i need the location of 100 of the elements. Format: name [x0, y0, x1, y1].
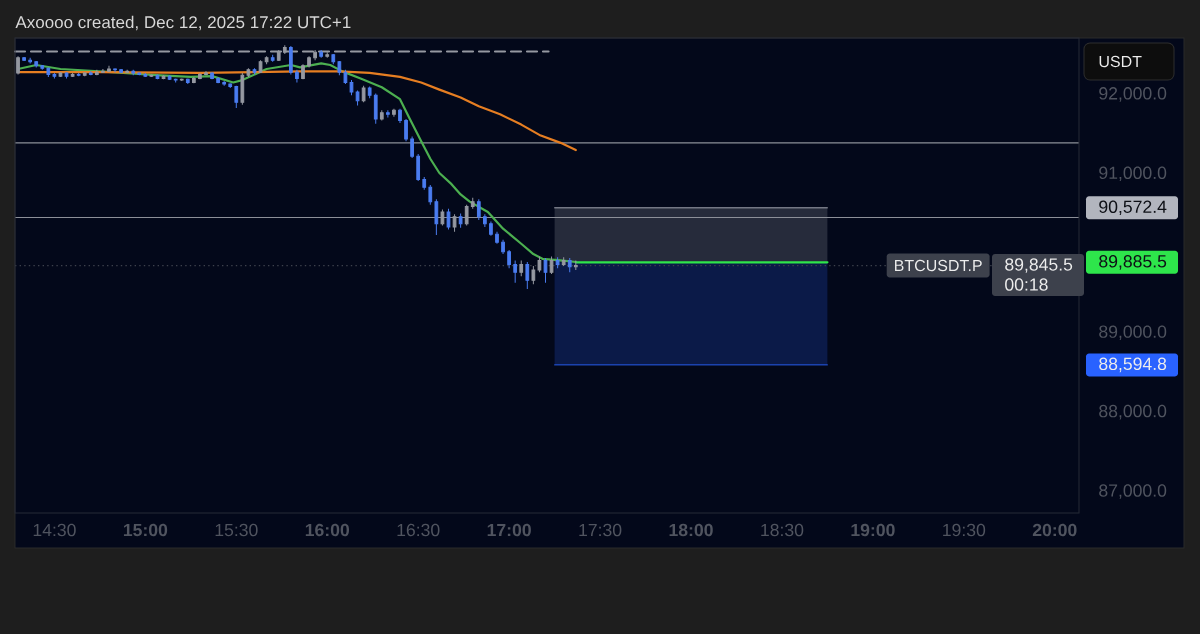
candlestick: [543, 257, 548, 284]
candlestick: [513, 259, 518, 284]
candlestick: [52, 72, 57, 80]
candlestick: [252, 67, 257, 76]
candlestick: [343, 69, 348, 85]
candlestick: [58, 71, 63, 78]
candlestick: [82, 71, 87, 77]
candlestick: [258, 59, 263, 74]
x-tick-label: 17:00: [487, 523, 531, 537]
candlestick: [307, 55, 311, 68]
candlestick: [88, 70, 93, 76]
y-tick-label: 91,000.0: [1099, 166, 1167, 182]
y-tick-label: 88,000.0: [1099, 404, 1167, 420]
candlestick: [398, 108, 402, 124]
x-tick-label: 16:00: [305, 523, 350, 537]
candlestick: [185, 78, 190, 85]
candlestick: [549, 255, 554, 275]
candlestick: [525, 261, 530, 290]
candlestick: [228, 82, 233, 89]
candlestick: [216, 76, 220, 84]
candlestick: [64, 71, 69, 80]
candlestick: [573, 259, 578, 271]
x-tick-label: 20:00: [1032, 523, 1077, 537]
candlestick: [561, 256, 566, 267]
candlestick: [264, 55, 269, 65]
x-tick-label: 15:00: [123, 523, 168, 537]
candlestick: [70, 72, 75, 78]
candlestick: [76, 72, 81, 77]
candlestick: [410, 136, 414, 159]
y-tick-label: 88,594.8: [1099, 357, 1167, 373]
candlestick: [155, 74, 160, 80]
annotation: 00:18: [1005, 278, 1048, 291]
candlestick: [16, 55, 20, 76]
y-tick-label: 90,572.4: [1099, 200, 1167, 216]
candlestick: [386, 109, 390, 118]
candlestick: [204, 70, 208, 76]
candlestick: [373, 93, 378, 125]
x-tick-label: 18:30: [761, 523, 804, 537]
candlestick: [337, 60, 342, 76]
candlestick: [507, 249, 511, 269]
candlestick: [301, 63, 305, 80]
x-tick-label: 17:30: [579, 523, 622, 537]
candlestick: [131, 69, 136, 76]
candlestick: [495, 231, 499, 245]
candlestick: [319, 49, 324, 59]
candlestick: [483, 213, 487, 228]
candlestick: [567, 257, 572, 273]
candlestick: [210, 71, 214, 80]
candlestick: [246, 67, 251, 78]
candlestick: [46, 66, 51, 78]
y-tick-label: 89,885.5: [1099, 255, 1167, 270]
candlestick: [113, 67, 117, 73]
candlestick: [234, 85, 239, 109]
candlestick: [179, 78, 184, 82]
candlestick: [392, 108, 396, 118]
candlestick: [531, 265, 536, 285]
candlestick: [355, 89, 360, 107]
candlestick: [161, 74, 166, 80]
candlestick: [295, 69, 299, 83]
candlestick: [137, 71, 142, 76]
candlestick: [470, 197, 475, 210]
chart-title: Axoooo created, Dec 12, 2025 17:22 UTC+1: [15, 15, 351, 31]
candlestick: [149, 74, 154, 78]
candlestick: [458, 213, 463, 229]
candlestick: [143, 72, 148, 78]
x-tick-label: 19:30: [943, 523, 986, 537]
candlestick: [555, 256, 560, 269]
candlestick: [119, 68, 123, 74]
candlestick: [379, 109, 384, 122]
candlestick: [501, 239, 505, 255]
x-tick-label: 15:30: [215, 523, 258, 537]
candlestick: [288, 45, 293, 76]
candlestick: [428, 184, 433, 206]
candlestick: [476, 198, 481, 221]
x-tick-label: 18:00: [669, 523, 713, 537]
y-tick-label: 89,000.0: [1099, 325, 1167, 340]
candlestick: [167, 74, 172, 81]
candlestick: [107, 65, 111, 73]
x-tick-label: 19:00: [851, 523, 895, 537]
candlestick: [270, 54, 275, 63]
candlestick: [40, 64, 45, 71]
candlestick: [446, 208, 451, 230]
candlestick: [101, 68, 105, 74]
candlestick: [94, 69, 99, 76]
candlestick: [331, 53, 336, 65]
candlestick: [173, 78, 178, 83]
candlestick: [22, 56, 26, 62]
y-tick-label: 92,000.0: [1099, 87, 1167, 102]
x-tick-label: 16:30: [397, 523, 440, 537]
candlestick: [240, 72, 245, 106]
candlestick: [434, 198, 439, 236]
candlestick: [519, 259, 524, 277]
candlestick: [416, 153, 421, 182]
candlestick: [489, 220, 493, 237]
candlestick: [349, 79, 354, 96]
candlestick: [404, 118, 408, 142]
candlestick: [34, 60, 39, 68]
candlestick: [361, 85, 366, 103]
y-axis-title: USDT: [1099, 55, 1142, 68]
candlestick: [422, 176, 427, 191]
